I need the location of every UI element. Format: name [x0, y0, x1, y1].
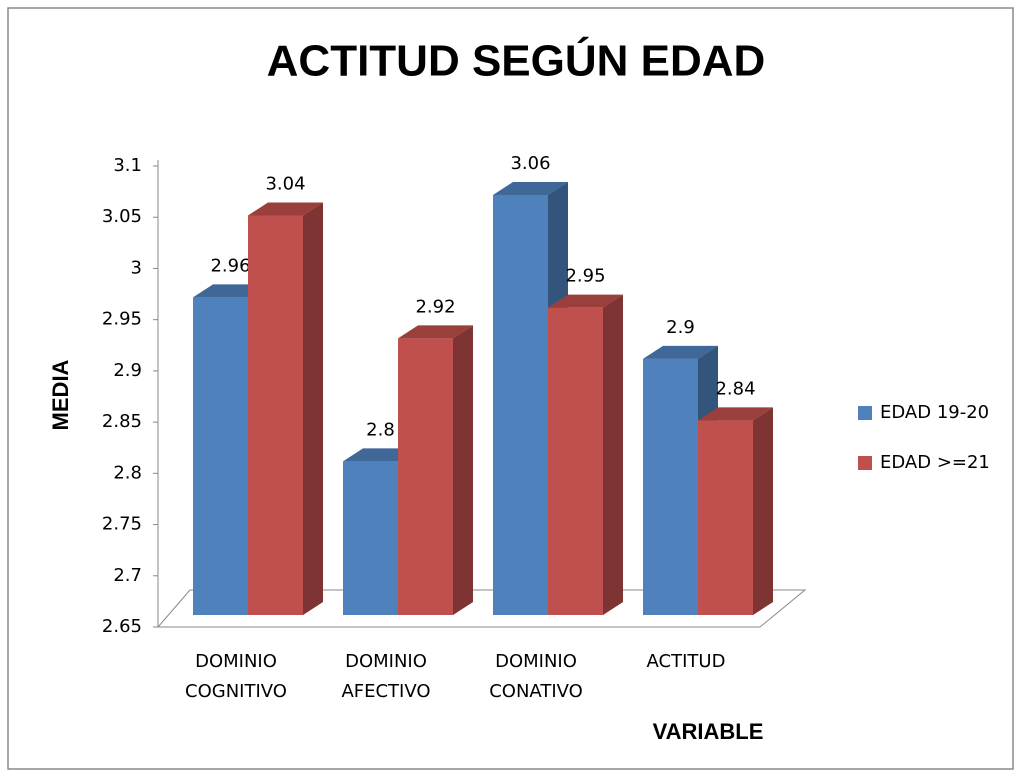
bar-top-shade: [643, 345, 718, 359]
x-tick-label: DOMINIO CONATIVO: [489, 651, 583, 702]
y-tick-label: 3.05: [102, 206, 142, 227]
bar: [248, 202, 323, 615]
legend-label: EDAD >=21: [880, 452, 990, 473]
y-tick-label: 2.95: [102, 309, 142, 330]
bar-front: [493, 194, 548, 615]
bar-front: [698, 420, 753, 615]
data-label: 2.9: [666, 317, 695, 338]
bar-front: [193, 297, 248, 615]
floor: [156, 589, 807, 628]
bar-side-shade: [753, 407, 773, 615]
data-label: 2.95: [565, 266, 605, 287]
bar-top-shade: [698, 407, 773, 421]
bar-front: [548, 307, 603, 615]
legend-swatch: [858, 406, 872, 420]
y-tick-label: 2.75: [102, 514, 142, 535]
bar-top: [398, 325, 473, 339]
legend-swatch: [858, 456, 872, 470]
y-tick-label: 2.65: [102, 616, 142, 637]
y-tick-label: 2.8: [113, 462, 142, 483]
bar-front: [398, 338, 453, 615]
x-axis-label: VARIABLE: [653, 719, 764, 744]
y-axis-label: MEDIA: [48, 359, 73, 430]
bar-top: [493, 181, 568, 195]
bar-side-shade: [453, 325, 473, 615]
bar: [548, 294, 623, 615]
bar: [398, 325, 473, 615]
bar: [698, 407, 773, 615]
y-tick-label: 2.85: [102, 411, 142, 432]
bar-top: [643, 345, 718, 359]
bar-top-shade: [398, 325, 473, 339]
data-label: 2.8: [366, 419, 395, 440]
data-label: 2.84: [715, 378, 755, 399]
bar-side: [753, 407, 773, 615]
data-label: 2.92: [415, 296, 455, 317]
bar-side: [303, 202, 323, 615]
bar-front: [248, 215, 303, 615]
x-tick-label: ACTITUD: [646, 651, 726, 672]
bar-top: [548, 294, 623, 308]
data-label: 3.06: [510, 153, 550, 174]
bar-top: [248, 202, 323, 216]
data-label: 3.04: [265, 173, 305, 194]
bar-side-shade: [303, 202, 323, 615]
x-tick-label: DOMINIO AFECTIVO: [341, 651, 431, 702]
bar-top: [698, 407, 773, 421]
y-tick-label: 3.1: [113, 155, 142, 176]
bar-top-shade: [548, 294, 623, 308]
bar-top-shade: [493, 181, 568, 195]
x-tick-label: DOMINIO COGNITIVO: [185, 651, 287, 702]
bar-top-shade: [248, 202, 323, 216]
bar-side: [453, 325, 473, 615]
bar-front: [343, 461, 398, 615]
chart-title: ACTITUD SEGÚN EDAD: [267, 36, 766, 86]
bar-side-shade: [603, 294, 623, 615]
data-label: 2.96: [210, 255, 250, 276]
bar-front: [643, 358, 698, 615]
bar-side: [603, 294, 623, 615]
y-tick-label: 2.7: [113, 565, 142, 586]
y-tick-label: 3: [131, 257, 142, 278]
legend-label: EDAD 19-20: [880, 402, 989, 423]
y-tick-label: 2.9: [113, 360, 142, 381]
